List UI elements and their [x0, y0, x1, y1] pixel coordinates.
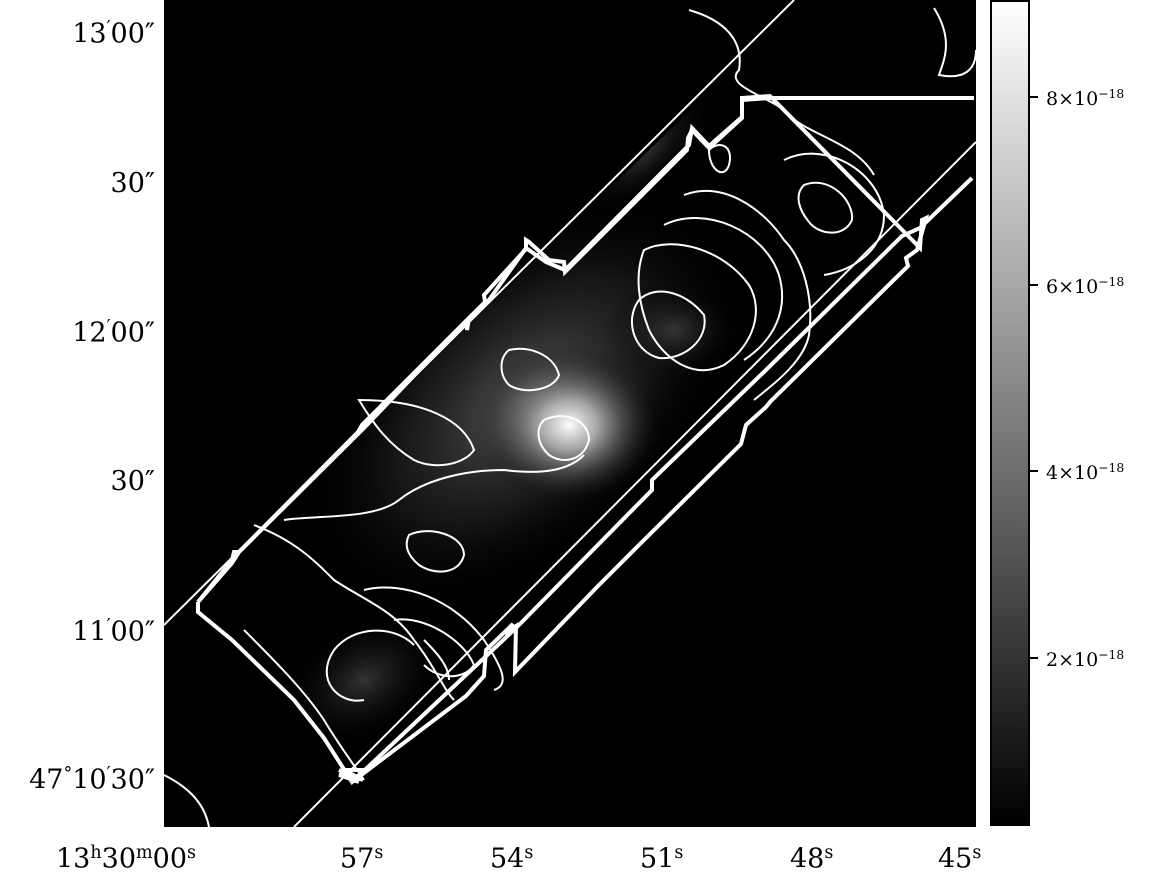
dec-label: 12′00″: [72, 317, 155, 349]
colorbar-tick: [1030, 96, 1038, 98]
ra-label: 54s: [490, 843, 534, 875]
ra-label: 45s: [938, 843, 982, 875]
emission-glow: [280, 82, 744, 749]
colorbar-label: 2×10−18: [1046, 648, 1125, 671]
colorbar-tick: [1030, 284, 1038, 286]
dec-label: 47°10′30″: [29, 764, 155, 796]
dec-label: 30″: [110, 168, 155, 199]
map-image: [164, 0, 976, 827]
ra-label: 48s: [790, 843, 834, 875]
dec-label: 13′00″: [72, 18, 155, 50]
colorbar-tick: [1030, 470, 1038, 472]
colorbar-tick: [1030, 657, 1038, 659]
colorbar-label: 8×10−18: [1046, 87, 1125, 110]
colorbar-label: 4×10−18: [1046, 461, 1125, 484]
ra-label: 51s: [640, 843, 684, 875]
ra-label: 13h30m00s: [56, 843, 196, 875]
footprint-edges: [196, 96, 974, 786]
dec-label: 30″: [110, 466, 155, 497]
colorbar-label: 6×10−18: [1046, 275, 1125, 298]
colorbar: [990, 0, 1030, 826]
ra-label: 57s: [340, 843, 384, 875]
dec-label: 11′00″: [72, 616, 155, 648]
contour-lines: [164, 7, 976, 827]
intensity-map: [164, 0, 976, 827]
